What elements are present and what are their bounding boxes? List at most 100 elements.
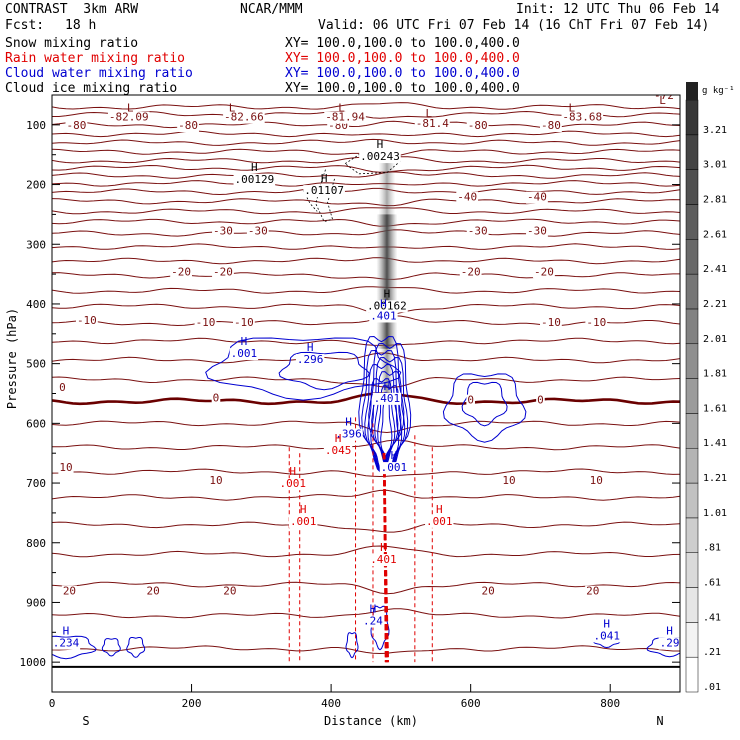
y-axis-label: Pressure (hPa)	[5, 308, 19, 409]
low-value-label: -82.66	[224, 111, 264, 124]
isotherm-label-bg	[246, 225, 269, 238]
field-xy-snow: XY= 100.0,100.0 to 100.0,400.0	[285, 36, 520, 51]
cloud-water-contour	[367, 378, 396, 472]
colorbar-swatch	[685, 204, 699, 240]
model-title: CONTRAST 3km ARW	[5, 2, 139, 17]
colorbar-cap	[686, 82, 698, 100]
cloud-water-value-bg	[379, 462, 409, 475]
high-marker: H	[370, 603, 377, 616]
high-marker: H	[241, 335, 248, 348]
isotherm-label-bg	[533, 266, 555, 279]
south-label: S	[82, 714, 89, 728]
rain-value-bg	[278, 478, 307, 491]
isotherm-label-bg	[466, 120, 489, 133]
isotherm-line	[52, 229, 680, 237]
field-xy-cloud-ice: XY= 100.0,100.0 to 100.0,400.0	[285, 81, 520, 96]
isotherm-label-bg	[540, 120, 562, 133]
isotherm-label-bg	[466, 394, 475, 407]
isotherm-label-bg	[653, 95, 675, 103]
low-marker: L	[229, 102, 236, 115]
isotherm-line	[52, 130, 680, 138]
isotherm-label-bg	[61, 585, 78, 598]
isotherm-label: -20	[461, 265, 481, 278]
colorbar-level-label: 2.81	[703, 194, 727, 205]
isotherm-line	[52, 420, 680, 434]
cloud-ice-contour	[315, 169, 335, 223]
isotherm-label: -80	[541, 119, 561, 132]
cloud-water-contour	[461, 381, 508, 427]
colorbar-swatch	[685, 413, 699, 449]
cloud-water-value-bg	[334, 428, 363, 441]
x-axis-label: Distance (km)	[324, 714, 418, 728]
x-tick-label: 0	[49, 697, 56, 710]
isotherm-line	[52, 164, 680, 173]
cloud-water-value: .234	[53, 637, 80, 650]
high-marker: H	[391, 449, 398, 462]
isotherm-label: -30	[248, 225, 268, 238]
colorbar-level-label: 1.01	[703, 508, 727, 519]
field-name-cloud-water: Cloud water mixing ratio	[5, 66, 193, 81]
cloud-ice-contour	[344, 153, 402, 175]
cloud-water-value-bg	[369, 310, 398, 323]
snow-high-value-bg	[303, 185, 345, 198]
isotherm-line	[52, 439, 680, 451]
snow-high-value-bg	[366, 300, 408, 313]
isotherm-label: -10	[586, 316, 606, 329]
isotherm-label-bg	[526, 225, 548, 238]
colorbar-swatch	[685, 378, 699, 414]
colorbar-swatch	[685, 273, 699, 310]
high-marker: H	[307, 341, 314, 354]
isotherm-label: -20	[213, 265, 233, 278]
high-marker: H	[289, 465, 296, 478]
colorbar-level-label: .81	[703, 543, 721, 554]
snow-high-value: .00129	[234, 173, 274, 186]
colorbar-level-label: 2.21	[703, 299, 727, 310]
snow-shading-core	[376, 214, 397, 349]
high-marker: H	[384, 287, 391, 300]
y-tick-label: 600	[26, 417, 46, 430]
high-marker: H	[321, 172, 328, 185]
colorbar-swatch	[685, 622, 699, 658]
x-tick-label: 400	[321, 697, 341, 710]
isotherm-label: -10	[196, 316, 216, 329]
cloud-water-value-bg	[362, 615, 384, 628]
isotherm-line	[52, 521, 680, 533]
cloud-water-value-bg	[658, 637, 680, 650]
rain-value-bg	[425, 515, 454, 528]
low-marker: L	[127, 102, 134, 115]
isotherm-label-bg	[75, 315, 98, 328]
cloud-water-contour	[345, 632, 359, 659]
isotherm-label-bg	[145, 585, 161, 598]
colorbar-level-label: .61	[703, 578, 721, 589]
isotherm-label: -40	[527, 191, 547, 204]
y-tick-label: 300	[26, 238, 46, 251]
isotherm-label-bg	[466, 225, 489, 238]
rain-value: .001	[426, 515, 453, 528]
isotherm-line	[52, 286, 680, 294]
colorbar-swatch	[685, 587, 699, 623]
high-marker: H	[300, 503, 307, 516]
isotherm-label-bg	[170, 266, 192, 279]
cloud-water-value: .001	[381, 461, 408, 474]
isotherm-label-bg	[540, 317, 562, 330]
low-marker: L	[569, 102, 576, 115]
field-name-rain: Rain water mixing ratio	[5, 51, 186, 66]
colorbar-level-label: 2.61	[703, 229, 727, 240]
isotherm-line	[52, 171, 680, 179]
low-value-label: -81.94	[325, 111, 365, 124]
isotherm-label-bg	[526, 191, 548, 204]
colorbar: .01 .21 .41 .61 .81 1.01 1.21 1.41 1.61 1.81 2.01 2…	[685, 82, 735, 693]
isotherm-label: -20	[534, 265, 554, 278]
cloud-water-contour	[101, 638, 121, 657]
snow-high-value-bg	[359, 151, 401, 164]
org-label: NCAR/MMM	[240, 2, 303, 17]
colorbar-level-label: 2.41	[703, 264, 727, 275]
field-xy-cloud-water: XY= 100.0,100.0 to 100.0,400.0	[285, 66, 520, 81]
isotherm-label: 10	[590, 474, 603, 487]
isotherm-line	[52, 608, 680, 619]
isotherm-label: -10	[541, 316, 561, 329]
isotherm-line	[52, 120, 680, 129]
isotherm-label-bg	[588, 475, 604, 488]
isotherm-line	[52, 102, 680, 110]
